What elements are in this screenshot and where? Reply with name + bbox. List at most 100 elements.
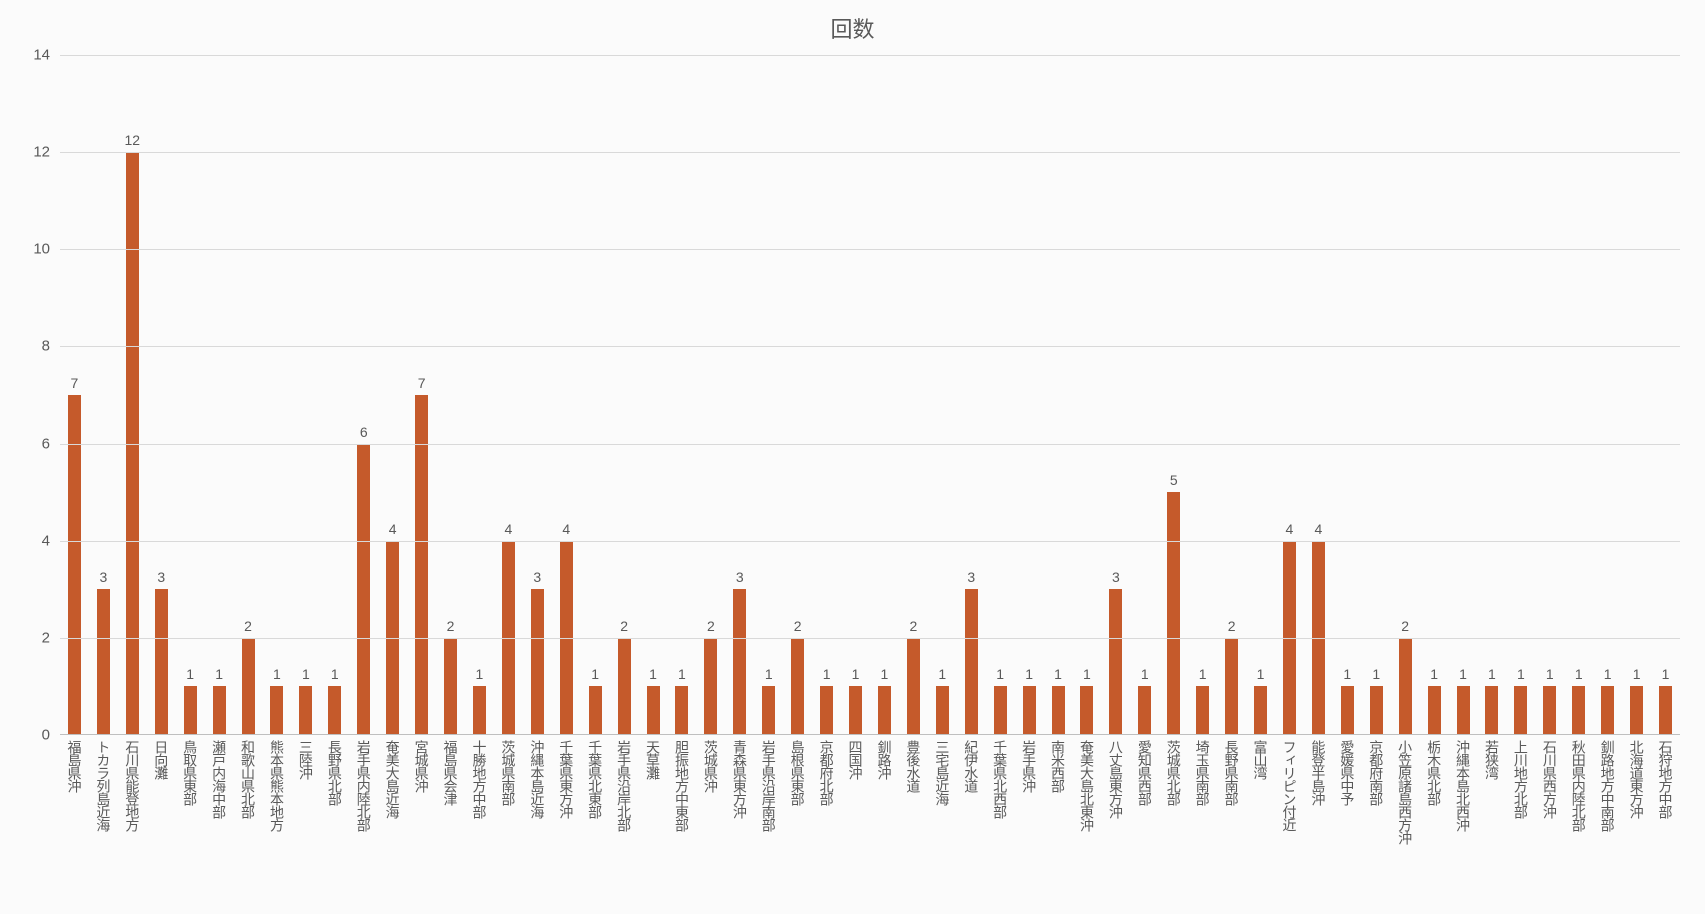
x-tick-label: 若狭湾 — [1485, 740, 1499, 779]
x-tick-label: 青森県東方沖 — [733, 740, 747, 818]
bar-fill — [1601, 686, 1614, 735]
value-label: 4 — [1286, 521, 1294, 537]
x-tick-label: 和歌山県北部 — [241, 740, 255, 818]
bar: 3 — [1109, 589, 1122, 735]
value-label: 1 — [1517, 666, 1525, 682]
bar: 1 — [1023, 686, 1036, 735]
x-tick-label: 宮城県沖 — [415, 740, 429, 792]
x-tick-label: 石狩地方中部 — [1659, 740, 1673, 818]
value-label: 6 — [360, 424, 368, 440]
bar: 3 — [97, 589, 110, 735]
bar: 1 — [1630, 686, 1643, 735]
x-tick-label: 福島県会津 — [444, 740, 458, 805]
bar-fill — [762, 686, 775, 735]
value-label: 1 — [1054, 666, 1062, 682]
bar: 1 — [1341, 686, 1354, 735]
bar: 1 — [1370, 686, 1383, 735]
bar-fill — [1023, 686, 1036, 735]
grid-line — [60, 249, 1680, 250]
value-label: 1 — [1083, 666, 1091, 682]
value-label: 1 — [331, 666, 339, 682]
x-tick-label: 茨城県南部 — [501, 740, 515, 805]
x-tick-label: 岩手県沿岸南部 — [762, 740, 776, 831]
bar-fill — [704, 638, 717, 735]
value-label: 3 — [1112, 569, 1120, 585]
y-tick-label: 10 — [33, 241, 50, 258]
x-tick-label: 栃木県北部 — [1427, 740, 1441, 805]
y-tick-label: 12 — [33, 144, 50, 161]
bar: 1 — [647, 686, 660, 735]
bar-fill — [1572, 686, 1585, 735]
value-label: 1 — [1430, 666, 1438, 682]
x-tick-label: 豊後水道 — [906, 740, 920, 792]
bar-fill — [473, 686, 486, 735]
plot-area: 7312311211164721434121123121112131111315… — [60, 55, 1680, 735]
value-label: 1 — [476, 666, 484, 682]
bar: 1 — [1457, 686, 1470, 735]
bar-fill — [328, 686, 341, 735]
bar-fill — [155, 589, 168, 735]
bar: 1 — [1572, 686, 1585, 735]
bar: 2 — [618, 638, 631, 735]
bar: 2 — [704, 638, 717, 735]
bar-fill — [1109, 589, 1122, 735]
x-tick-label: 小笠原諸島西方沖 — [1398, 740, 1412, 844]
bar: 1 — [299, 686, 312, 735]
x-tick-label: 八丈島東方沖 — [1109, 740, 1123, 818]
value-label: 3 — [967, 569, 975, 585]
value-label: 1 — [215, 666, 223, 682]
bar-fill — [820, 686, 833, 735]
x-tick-label: 釧路沖 — [877, 740, 891, 779]
bar: 1 — [820, 686, 833, 735]
bar: 1 — [589, 686, 602, 735]
y-tick-label: 2 — [42, 629, 50, 646]
bar: 2 — [242, 638, 255, 735]
value-label: 1 — [1633, 666, 1641, 682]
value-label: 1 — [881, 666, 889, 682]
bar: 1 — [1138, 686, 1151, 735]
value-label: 1 — [302, 666, 310, 682]
value-label: 1 — [938, 666, 946, 682]
x-tick-label: 熊本県熊本地方 — [270, 740, 284, 831]
bar-fill — [415, 395, 428, 735]
bar-fill — [1457, 686, 1470, 735]
x-tick-label: 秋田県内陸北部 — [1572, 740, 1586, 831]
value-label: 1 — [591, 666, 599, 682]
bar: 1 — [878, 686, 891, 735]
bar: 2 — [1399, 638, 1412, 735]
value-label: 1 — [996, 666, 1004, 682]
value-label: 3 — [533, 569, 541, 585]
bar: 1 — [184, 686, 197, 735]
bar-fill — [1254, 686, 1267, 735]
bar-fill — [675, 686, 688, 735]
bar-fill — [849, 686, 862, 735]
x-tick-label: 紀伊水道 — [964, 740, 978, 792]
x-tick-label: 瀬戸内海中部 — [212, 740, 226, 818]
bar-fill — [618, 638, 631, 735]
bar: 7 — [415, 395, 428, 735]
x-tick-label: 長野県南部 — [1225, 740, 1239, 805]
chart-title: 回数 — [0, 12, 1705, 44]
bar: 1 — [675, 686, 688, 735]
x-tick-label: 沖縄本島近海 — [530, 740, 544, 818]
x-tick-label: 四国沖 — [849, 740, 863, 779]
bar: 1 — [1428, 686, 1441, 735]
bars-layer: 7312311211164721434121123121112131111315… — [60, 55, 1680, 735]
x-tick-label: トカラ列島近海 — [96, 740, 110, 831]
grid-line — [60, 638, 1680, 639]
value-label: 1 — [186, 666, 194, 682]
x-tick-label: 茨城県北部 — [1167, 740, 1181, 805]
bar-fill — [213, 686, 226, 735]
x-tick-label: 京都府南部 — [1369, 740, 1383, 805]
bar-fill — [1485, 686, 1498, 735]
x-tick-label: 長野県北部 — [328, 740, 342, 805]
bar: 6 — [357, 444, 370, 735]
x-tick-label: 能登半島沖 — [1311, 740, 1325, 805]
bar-fill — [1167, 492, 1180, 735]
x-tick-label: 胆振地方中東部 — [675, 740, 689, 831]
x-tick-label: 十勝地方中部 — [472, 740, 486, 818]
grid-line — [60, 541, 1680, 542]
bar: 1 — [1485, 686, 1498, 735]
x-tick-label: 千葉県北西部 — [993, 740, 1007, 818]
value-label: 4 — [389, 521, 397, 537]
